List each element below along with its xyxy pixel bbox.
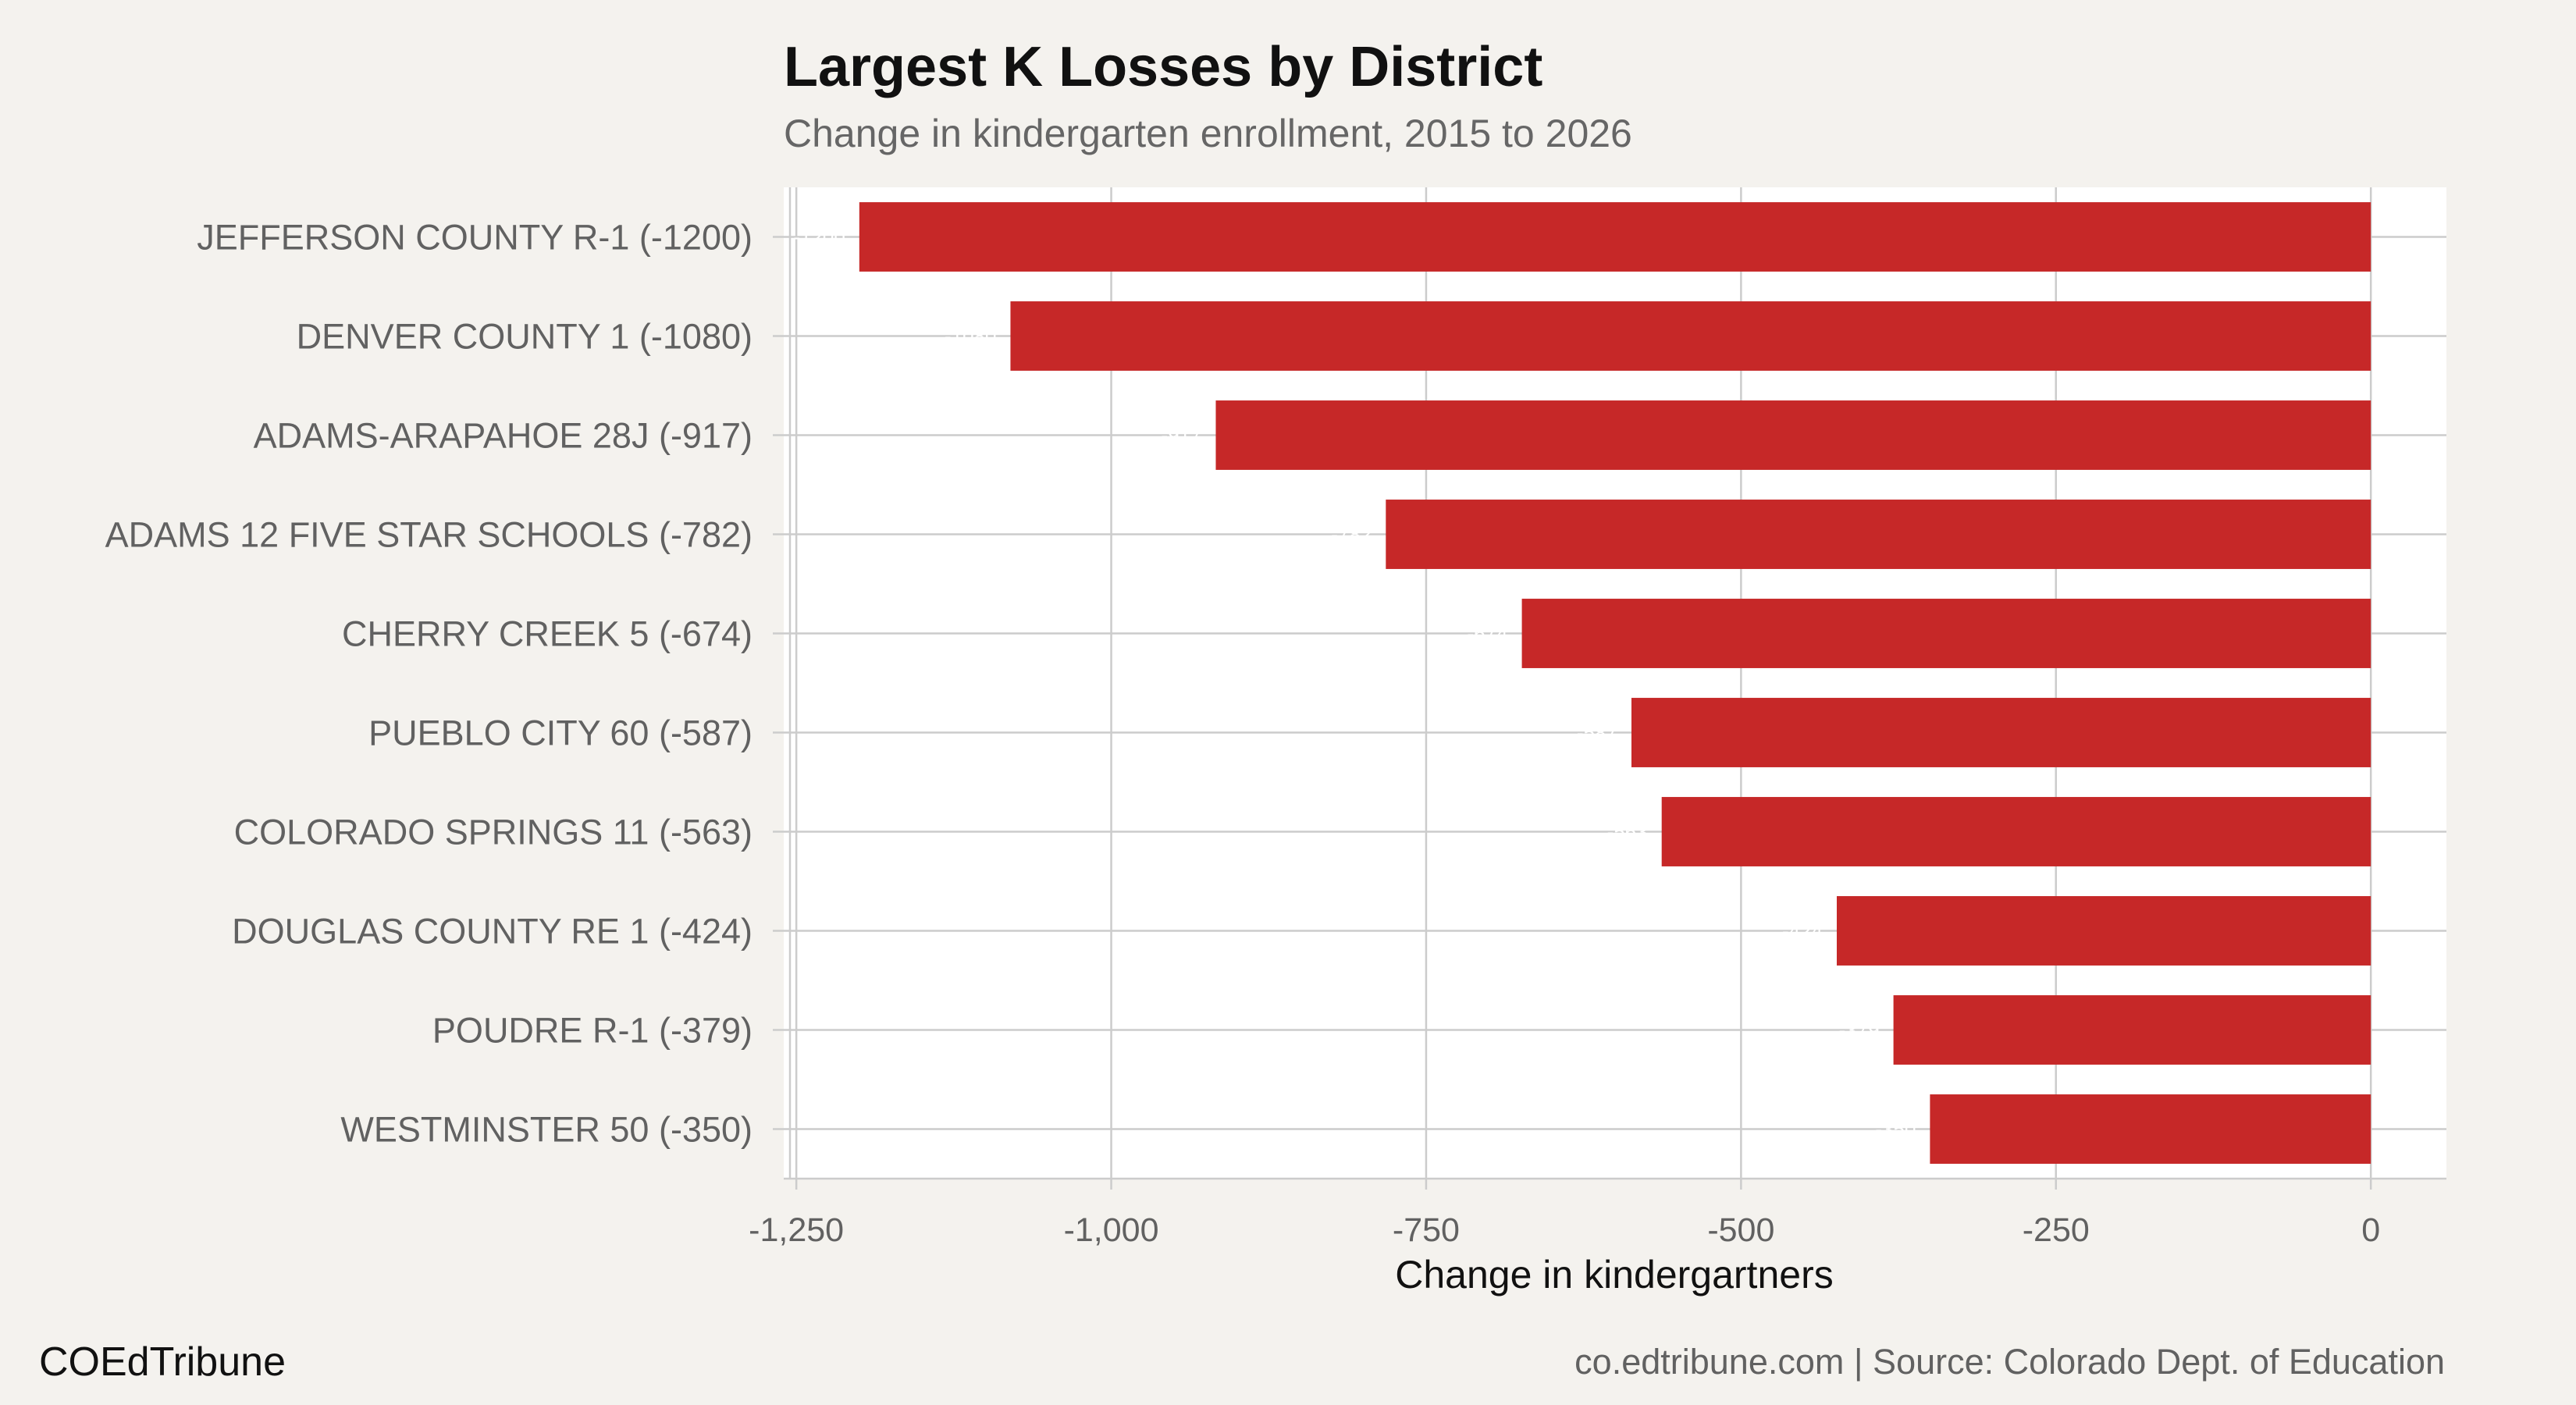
bar-value-label: -674 bbox=[1468, 622, 1508, 646]
category-label: ADAMS 12 FIVE STAR SCHOOLS (-782) bbox=[105, 515, 753, 555]
category-label: DOUGLAS COUNTY RE 1 (-424) bbox=[232, 912, 753, 951]
x-tick-label: -1,000 bbox=[1064, 1211, 1159, 1249]
bar-value-label: -424 bbox=[1782, 919, 1823, 943]
x-tick-label: -500 bbox=[1707, 1211, 1774, 1249]
bar-value-label: -350 bbox=[1875, 1118, 1916, 1141]
bar bbox=[1661, 797, 2371, 866]
x-tick-label: -250 bbox=[2023, 1211, 2090, 1249]
bar bbox=[1631, 698, 2371, 767]
x-tick-labels: -1,250 -1,000 -750 -500 -250 0 bbox=[749, 1211, 2380, 1249]
x-tick-label: 0 bbox=[2361, 1211, 2380, 1249]
category-label: JEFFERSON COUNTY R-1 (-1200) bbox=[197, 218, 753, 258]
x-tick-label: -750 bbox=[1393, 1211, 1460, 1249]
bar-value-label: -782 bbox=[1331, 523, 1372, 546]
category-label: CHERRY CREEK 5 (-674) bbox=[342, 614, 753, 654]
bar bbox=[859, 202, 2371, 272]
source-caption: co.edtribune.com | Source: Colorado Dept… bbox=[1574, 1342, 2445, 1382]
bar-value-label: -1200 bbox=[793, 226, 845, 249]
brand-logo-text: COEdTribune bbox=[39, 1339, 286, 1385]
category-label: COLORADO SPRINGS 11 (-563) bbox=[234, 813, 753, 852]
bar bbox=[1215, 400, 2371, 470]
category-label: ADAMS-ARAPAHOE 28J (-917) bbox=[254, 416, 753, 456]
category-label: PUEBLO CITY 60 (-587) bbox=[368, 713, 753, 753]
bars bbox=[859, 202, 2371, 1164]
bar-value-label: -587 bbox=[1577, 721, 1617, 745]
category-label: POUDRE R-1 (-379) bbox=[432, 1011, 753, 1051]
bar bbox=[1010, 301, 2371, 371]
data-labels: -1200 -1080 -917 -782 -674 -587 -563 -424 -379 -3… bbox=[793, 226, 1916, 1141]
bar bbox=[1893, 995, 2371, 1065]
category-label: DENVER COUNTY 1 (-1080) bbox=[297, 317, 753, 357]
bar bbox=[1521, 599, 2371, 668]
chart-title: Largest K Losses by District bbox=[784, 36, 1542, 98]
bar-value-label: -1080 bbox=[945, 325, 997, 348]
bar-value-label: -917 bbox=[1161, 424, 1201, 447]
bar bbox=[1930, 1094, 2371, 1164]
category-labels: JEFFERSON COUNTY R-1 (-1200) DENVER COUNT… bbox=[105, 218, 753, 1150]
bar-value-label: -563 bbox=[1607, 820, 1648, 844]
bar bbox=[1386, 500, 2371, 569]
x-axis-title: Change in kindergartners bbox=[1395, 1253, 1833, 1297]
x-tick-label: -1,250 bbox=[749, 1211, 844, 1249]
bar-value-label: -379 bbox=[1839, 1019, 1880, 1042]
chart-subtitle: Change in kindergarten enrollment, 2015 … bbox=[784, 112, 1632, 155]
bar bbox=[1837, 896, 2371, 966]
category-label: WESTMINSTER 50 (-350) bbox=[340, 1110, 753, 1150]
